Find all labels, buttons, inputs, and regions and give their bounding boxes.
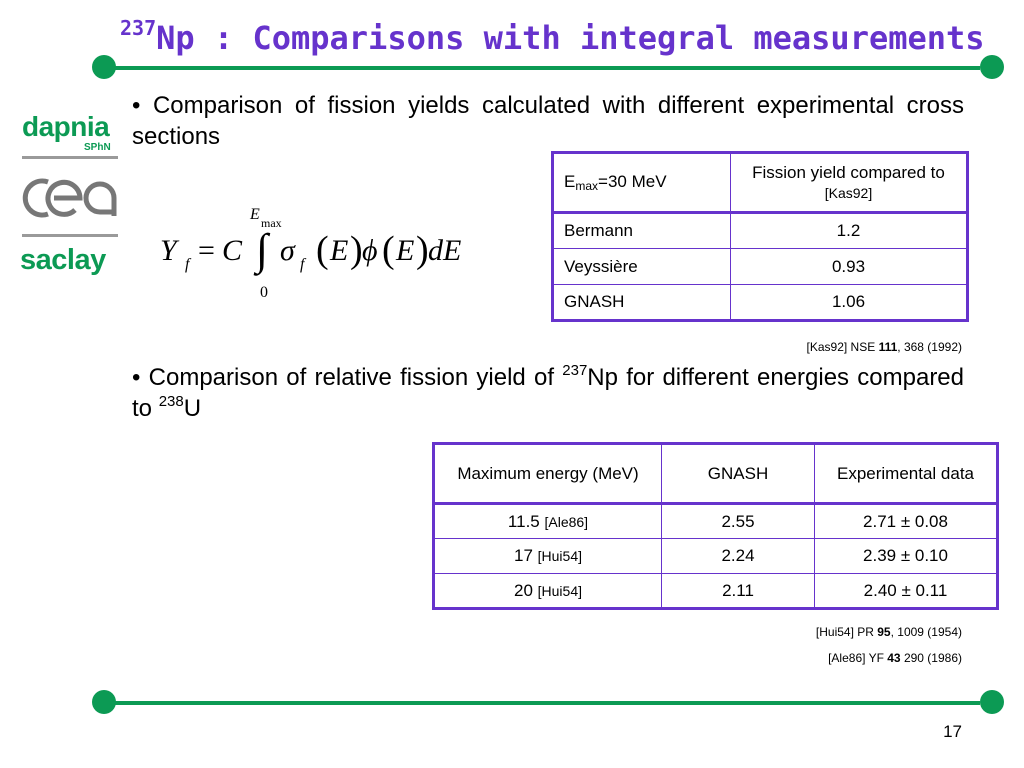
logo-column: dapnia SPhN cea saclay — [20, 112, 120, 292]
emax-subscript: max — [575, 179, 599, 193]
top-rule — [112, 66, 980, 70]
logo-divider-bottom — [22, 234, 118, 237]
ref-volume: 111 — [878, 340, 898, 354]
formula-sigma-sub: f — [300, 256, 305, 273]
table-1-value-cell: 1.2 — [730, 212, 968, 249]
formula-sigma: σ — [280, 234, 295, 267]
formula-Y: Y — [160, 234, 177, 267]
formula-C: C — [222, 234, 243, 267]
table-2-exp-cell: 2.40 ± 0.11 — [814, 573, 998, 609]
cea-logo-text: cea — [20, 172, 22, 173]
table-row: Bermann 1.2 — [552, 212, 968, 249]
relative-yield-table: Maximum energy (MeV) GNASH Experimental … — [432, 442, 999, 610]
np-mass-number: 237 — [562, 362, 588, 379]
reference-hui54: [Hui54] PR 95, 1009 (1954) — [815, 625, 962, 639]
reference-ale86: [Ale86] YF 43 290 (1986) — [828, 651, 962, 665]
table-row: GNASH 1.06 — [552, 284, 968, 321]
bottom-right-dot — [980, 690, 1004, 714]
integral-sign: ∫ — [256, 225, 269, 274]
table-2-exp-cell: 2.71 ± 0.08 — [814, 503, 998, 539]
formula-rparen-2: ) — [416, 229, 429, 271]
dapnia-logo: dapnia — [22, 111, 110, 142]
formula-dE: dE — [428, 234, 462, 267]
ref-volume: 95 — [877, 625, 891, 639]
table-2-energy-cell: 17 [Hui54] — [433, 538, 662, 574]
title-text: Np : Comparisons with integral measureme… — [156, 19, 985, 57]
table-1-header-emax: Emax=30 MeV — [552, 152, 731, 214]
title-superscript: 237 — [120, 16, 157, 40]
table-row: 11.5 [Ale86] 2.55 2.71 ± 0.08 — [433, 503, 998, 539]
formula-lparen-1: ( — [316, 229, 329, 271]
top-right-dot — [980, 55, 1004, 79]
bullet-1: • Comparison of fission yields calculate… — [132, 90, 964, 152]
fission-yield-table: Emax=30 MeV Fission yield compared to [K… — [551, 151, 969, 322]
table-row: 17 [Hui54] 2.24 2.39 ± 0.10 — [433, 538, 998, 574]
bullet-2-marker: • — [132, 364, 141, 391]
table-1-header-row: Emax=30 MeV Fission yield compared to [K… — [552, 152, 968, 214]
bottom-rule — [112, 701, 980, 705]
fission-yield-formula: Y f = C E max ∫ 0 σ f ( E ) ϕ ( E ) dE — [150, 200, 490, 310]
table-row: 20 [Hui54] 2.11 2.40 ± 0.11 — [433, 573, 998, 609]
formula-upper-E: E — [250, 206, 260, 223]
formula-E2: E — [396, 234, 415, 267]
formula-E1: E — [330, 234, 349, 267]
table-1-name-cell: GNASH — [552, 284, 731, 321]
formula-upper-max: max — [261, 216, 282, 230]
table-2-gnash-cell: 2.11 — [661, 573, 815, 609]
table-1-name-cell: Bermann — [552, 212, 731, 249]
table-2-header-experimental: Experimental data — [814, 443, 998, 505]
table-2-header-gnash: GNASH — [661, 443, 815, 505]
bullet-1-text: Comparison of fission yields calculated … — [132, 92, 964, 150]
bullet-2: • Comparison of relative fission yield o… — [132, 362, 965, 422]
bullet-1-marker: • — [132, 92, 141, 119]
ref-volume: 43 — [887, 651, 901, 665]
formula-phi: ϕ — [362, 234, 378, 267]
table-2-header-energy: Maximum energy (MeV) — [433, 443, 662, 505]
formula-rparen-1: ) — [350, 229, 363, 271]
table-1-value-cell: 1.06 — [730, 284, 968, 321]
u-mass-number: 238 — [158, 393, 184, 410]
cea-logo: cea — [20, 172, 117, 218]
table-2-gnash-cell: 2.55 — [661, 503, 815, 539]
table-1-name-cell: Veyssière — [552, 248, 731, 285]
formula-lower-bound: 0 — [260, 284, 268, 301]
table-2-exp-cell: 2.39 ± 0.10 — [814, 538, 998, 574]
table-row: Veyssière 0.93 — [552, 248, 968, 285]
sphn-logo: SPhN — [84, 142, 111, 153]
table-1-value-cell: 0.93 — [730, 248, 968, 285]
saclay-logo: saclay — [20, 244, 106, 276]
table-2-energy-cell: 11.5 [Ale86] — [433, 503, 662, 539]
reference-kas92: [Kas92] NSE 111, 368 (1992) — [806, 340, 962, 354]
page-number: 17 — [943, 722, 962, 741]
table-1-header-yield: Fission yield compared to [Kas92] — [730, 152, 968, 214]
formula-equals: = — [198, 234, 215, 267]
table-2-energy-cell: 20 [Hui54] — [433, 573, 662, 609]
header-ref: [Kas92] — [824, 184, 873, 201]
formula-lparen-2: ( — [382, 229, 395, 271]
logo-divider-top — [22, 156, 118, 159]
table-2-gnash-cell: 2.24 — [661, 538, 815, 574]
page-title: 237Np : Comparisons with integral measur… — [120, 16, 985, 58]
table-2-header-row: Maximum energy (MeV) GNASH Experimental … — [433, 443, 998, 505]
formula-f-sub: f — [185, 256, 190, 273]
